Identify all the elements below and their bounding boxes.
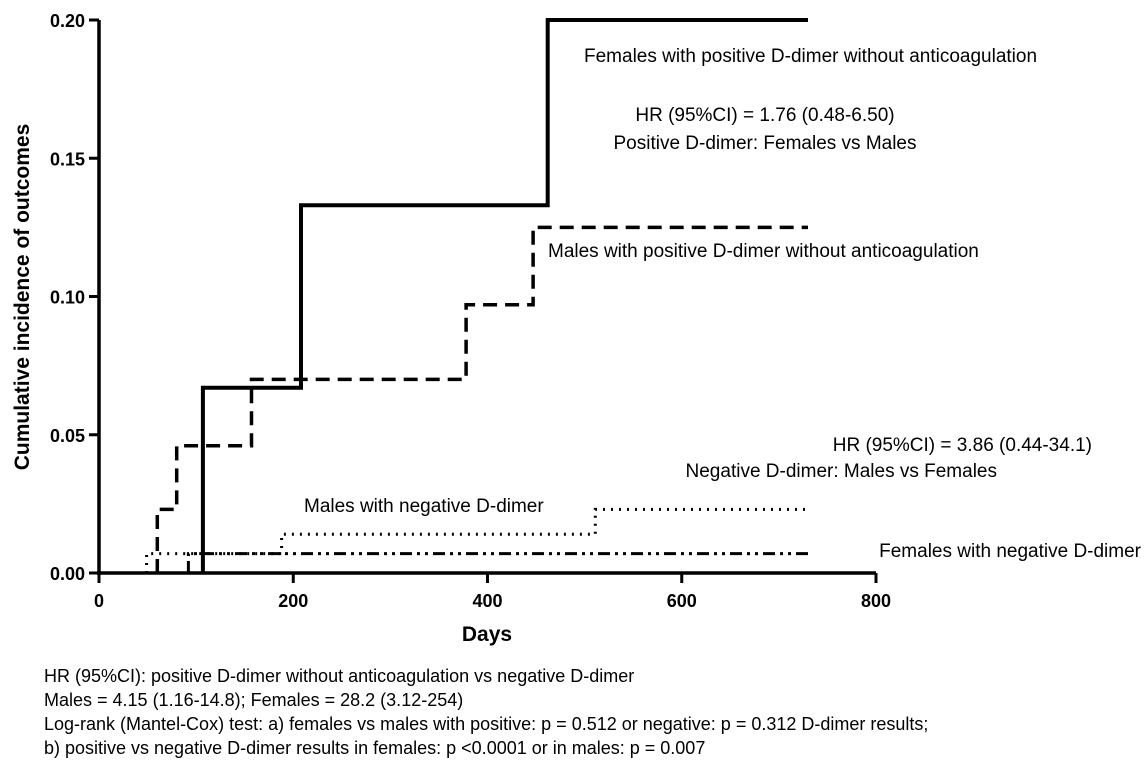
y-tick-label: 0.00	[50, 564, 85, 584]
footnote-line-2: Males = 4.15 (1.16-14.8); Females = 28.2…	[44, 690, 463, 710]
footnote-line-4: b) positive vs negative D-dimer results …	[44, 738, 705, 758]
footnote-line-1: HR (95%CI): positive D-dimer without ant…	[44, 666, 634, 686]
series-line-dotted	[145, 507, 808, 573]
y-tick-label: 0.20	[50, 11, 85, 31]
footnote-line-3: Log-rank (Mantel-Cox) test: a) females v…	[44, 714, 928, 734]
hr-negative-line2: Negative D-dimer: Males vs Females	[686, 461, 997, 482]
ticks-layer: 0 200 400 600 800 0.00 0.05 0.10 0.15 0.20	[50, 11, 891, 611]
series-line-solid	[200, 18, 808, 573]
series-layer	[145, 18, 808, 573]
males-negative-label: Males with negative D-dimer	[304, 496, 544, 517]
x-axis-title: Days	[462, 623, 512, 646]
males-positive-label: Males with positive D-dimer without anti…	[548, 241, 979, 262]
y-axis-title: Cumulative incidence of outcomes	[11, 124, 34, 471]
x-tick-label: 400	[472, 591, 502, 611]
series-line-dashed	[155, 225, 808, 573]
x-tick-label: 600	[667, 591, 697, 611]
females-negative-label: Females with negative D-dimer	[879, 541, 1142, 562]
y-tick-label: 0.15	[50, 149, 85, 169]
hr-positive-line1: HR (95%CI) = 1.76 (0.48-6.50)	[635, 105, 894, 126]
y-tick-label: 0.05	[50, 426, 85, 446]
hr-negative-line1: HR (95%CI) = 3.86 (0.44-34.1)	[833, 435, 1092, 456]
x-tick-label: 800	[861, 591, 891, 611]
x-tick-label: 200	[278, 591, 308, 611]
x-tick-label: 0	[94, 591, 104, 611]
females-positive-label: Females with positive D-dimer without an…	[584, 46, 1037, 67]
y-tick-label: 0.10	[50, 288, 85, 308]
series-line-dash-dot-dot	[186, 552, 808, 573]
hr-positive-line2: Positive D-dimer: Females vs Males	[613, 133, 916, 154]
